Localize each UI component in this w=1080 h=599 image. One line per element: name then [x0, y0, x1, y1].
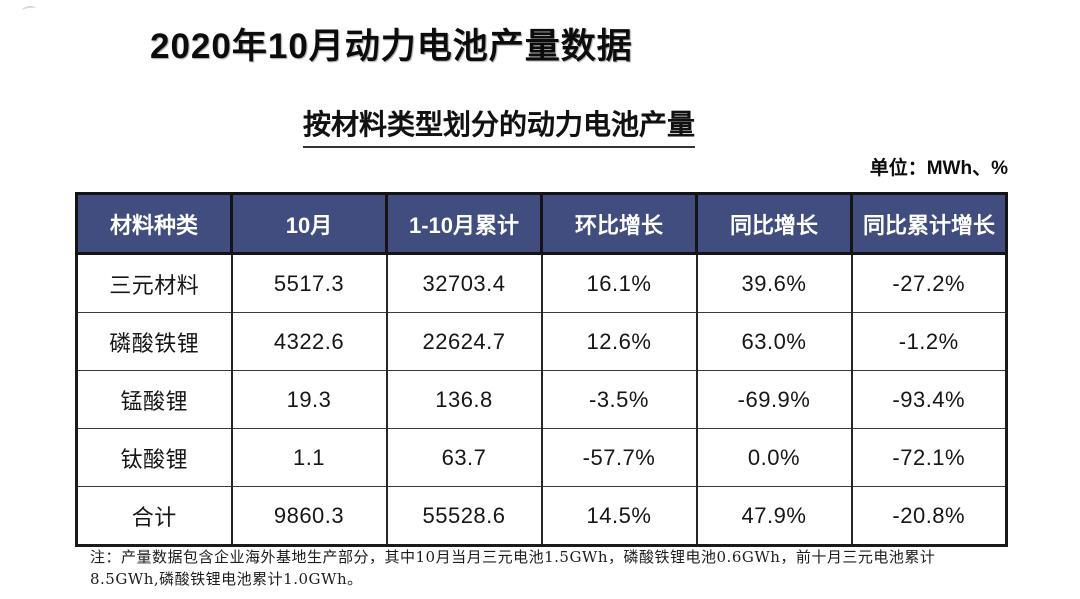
- table-cell: 19.3: [230, 370, 388, 429]
- column-header-yoy-growth: 同比增长: [695, 192, 853, 255]
- corner-artifact: [21, 5, 37, 14]
- table-cell: -93.4%: [850, 370, 1008, 429]
- table-row-total: 合计 9860.3 55528.6 14.5% 47.9% -20.8%: [75, 486, 1008, 546]
- table-cell: 55528.6: [385, 486, 543, 546]
- table-cell: 锰酸锂: [75, 370, 233, 429]
- table-cell: 三元材料: [75, 253, 233, 313]
- table-cell: 14.5%: [540, 486, 698, 546]
- table-cell: -20.8%: [850, 486, 1008, 546]
- table-cell: -1.2%: [850, 312, 1008, 371]
- page-title: 2020年10月动力电池产量数据: [150, 27, 633, 66]
- table-row-lfp: 磷酸铁锂 4322.6 22624.7 12.6% 63.0% -1.2%: [75, 312, 1008, 371]
- column-header-jan-oct-cumulative: 1-10月累计: [385, 192, 543, 255]
- table-cell: 39.6%: [695, 253, 853, 313]
- table-cell: 47.9%: [695, 486, 853, 546]
- table-cell: -57.7%: [540, 428, 698, 487]
- column-header-october: 10月: [230, 192, 388, 255]
- table-row-lto: 钛酸锂 1.1 63.7 -57.7% 0.0% -72.1%: [75, 428, 1008, 487]
- column-header-mom-growth: 环比增长: [540, 192, 698, 255]
- table-cell: 63.7: [385, 428, 543, 487]
- table-cell: 钛酸锂: [75, 428, 233, 487]
- table-row-ternary: 三元材料 5517.3 32703.4 16.1% 39.6% -27.2%: [75, 253, 1008, 313]
- table-cell: -69.9%: [695, 370, 853, 429]
- table-cell: 32703.4: [385, 253, 543, 313]
- footnote-line-2: 8.5GWh,磷酸铁锂电池累计1.0GWh。: [90, 569, 363, 588]
- table-cell: 磷酸铁锂: [75, 312, 233, 371]
- table-cell: 合计: [75, 486, 233, 546]
- table-subtitle: 按材料类型划分的动力电池产量: [303, 103, 696, 148]
- column-header-yoy-cumulative-growth: 同比累计增长: [850, 192, 1008, 255]
- footnote: 注：产量数据包含企业海外基地生产部分，其中10月当月三元电池1.5GWh，磷酸铁…: [90, 547, 1012, 591]
- table-cell: 1.1: [230, 428, 388, 487]
- table-cell: 0.0%: [695, 428, 853, 487]
- unit-label: 单位：MWh、%: [869, 158, 1008, 179]
- table-cell: -3.5%: [540, 370, 698, 429]
- table-cell: -72.1%: [850, 428, 1008, 487]
- table-cell: 22624.7: [385, 312, 543, 371]
- table-header-row: 材料种类 10月 1-10月累计 环比增长 同比增长 同比累计增长: [75, 192, 1008, 255]
- table-cell: 136.8: [385, 370, 543, 429]
- column-header-material-type: 材料种类: [75, 192, 233, 255]
- table-cell: 16.1%: [540, 253, 698, 313]
- table-cell: -27.2%: [850, 253, 1008, 313]
- table-cell: 63.0%: [695, 312, 853, 371]
- table-row-lmo: 锰酸锂 19.3 136.8 -3.5% -69.9% -93.4%: [75, 370, 1008, 429]
- table-cell: 9860.3: [230, 486, 388, 546]
- table-cell: 5517.3: [230, 253, 388, 313]
- footnote-line-1: 注：产量数据包含企业海外基地生产部分，其中10月当月三元电池1.5GWh，磷酸铁…: [90, 548, 936, 566]
- battery-production-table: 材料种类 10月 1-10月累计 环比增长 同比增长 同比累计增长 三元材料 5…: [75, 192, 1008, 547]
- table-cell: 4322.6: [230, 312, 388, 371]
- table-cell: 12.6%: [540, 312, 698, 371]
